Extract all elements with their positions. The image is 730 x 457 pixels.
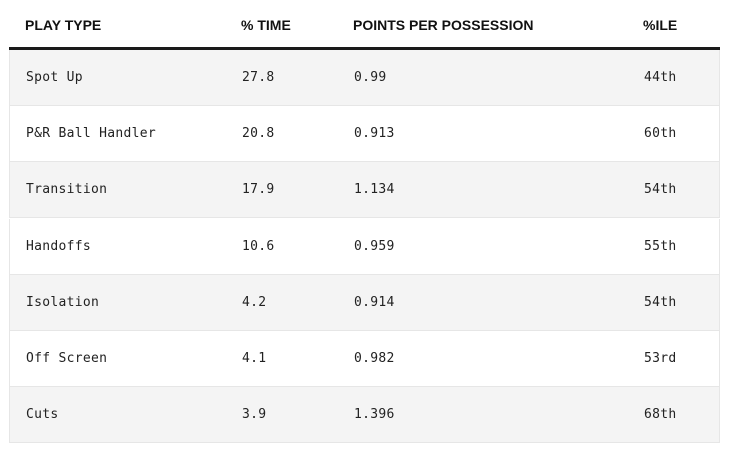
table-cell: 0.99 [354,70,387,85]
table-cell: 1.396 [354,407,395,423]
table-cell: Handoffs [26,238,92,254]
table-row: Isolation 4.2 0.914 54th [9,274,720,331]
table-cell: Spot Up [26,70,83,85]
table-cell: 3.9 [242,407,267,423]
header-rule [9,47,720,50]
table-cell: Isolation [26,294,100,310]
column-header: %ILE [643,17,678,33]
table-cell: 60th [644,126,677,142]
table-cell: 0.959 [354,238,395,254]
table-cell: 53rd [644,351,677,366]
table-cell: 1.134 [354,182,395,198]
table-row: Cuts 3.9 1.396 68th [9,387,720,444]
table-row: Transition 17.9 1.134 54th [9,162,720,219]
table-cell: 27.8 [242,70,275,85]
table-cell: 4.1 [242,351,267,366]
table-cell: Off Screen [26,351,108,366]
table-cell: Transition [26,182,108,198]
table-cell: 54th [644,294,677,310]
column-header: % TIME [241,17,291,33]
column-header: POINTS PER POSSESSION [353,17,534,33]
table-cell: 54th [644,182,677,198]
column-header: PLAY TYPE [25,17,102,33]
table-cell: 0.913 [354,126,395,142]
table-row: P&R Ball Handler 20.8 0.913 60th [9,106,720,163]
table-cell: 68th [644,407,677,423]
table-row: Off Screen 4.1 0.982 53rd [9,331,720,387]
table-cell: 44th [644,70,677,85]
table-row: Handoffs 10.6 0.959 55th [9,218,720,275]
table-cell: 55th [644,238,677,254]
table-cell: Cuts [26,407,59,423]
table-cell: 17.9 [242,182,275,198]
table-row: Spot Up 27.8 0.99 44th [9,50,720,106]
table-cell: 10.6 [242,238,275,254]
table-cell: 4.2 [242,294,267,310]
table-cell: 0.982 [354,351,395,366]
table-cell: 0.914 [354,294,395,310]
table-cell: 20.8 [242,126,275,142]
table-cell: P&R Ball Handler [26,126,157,142]
